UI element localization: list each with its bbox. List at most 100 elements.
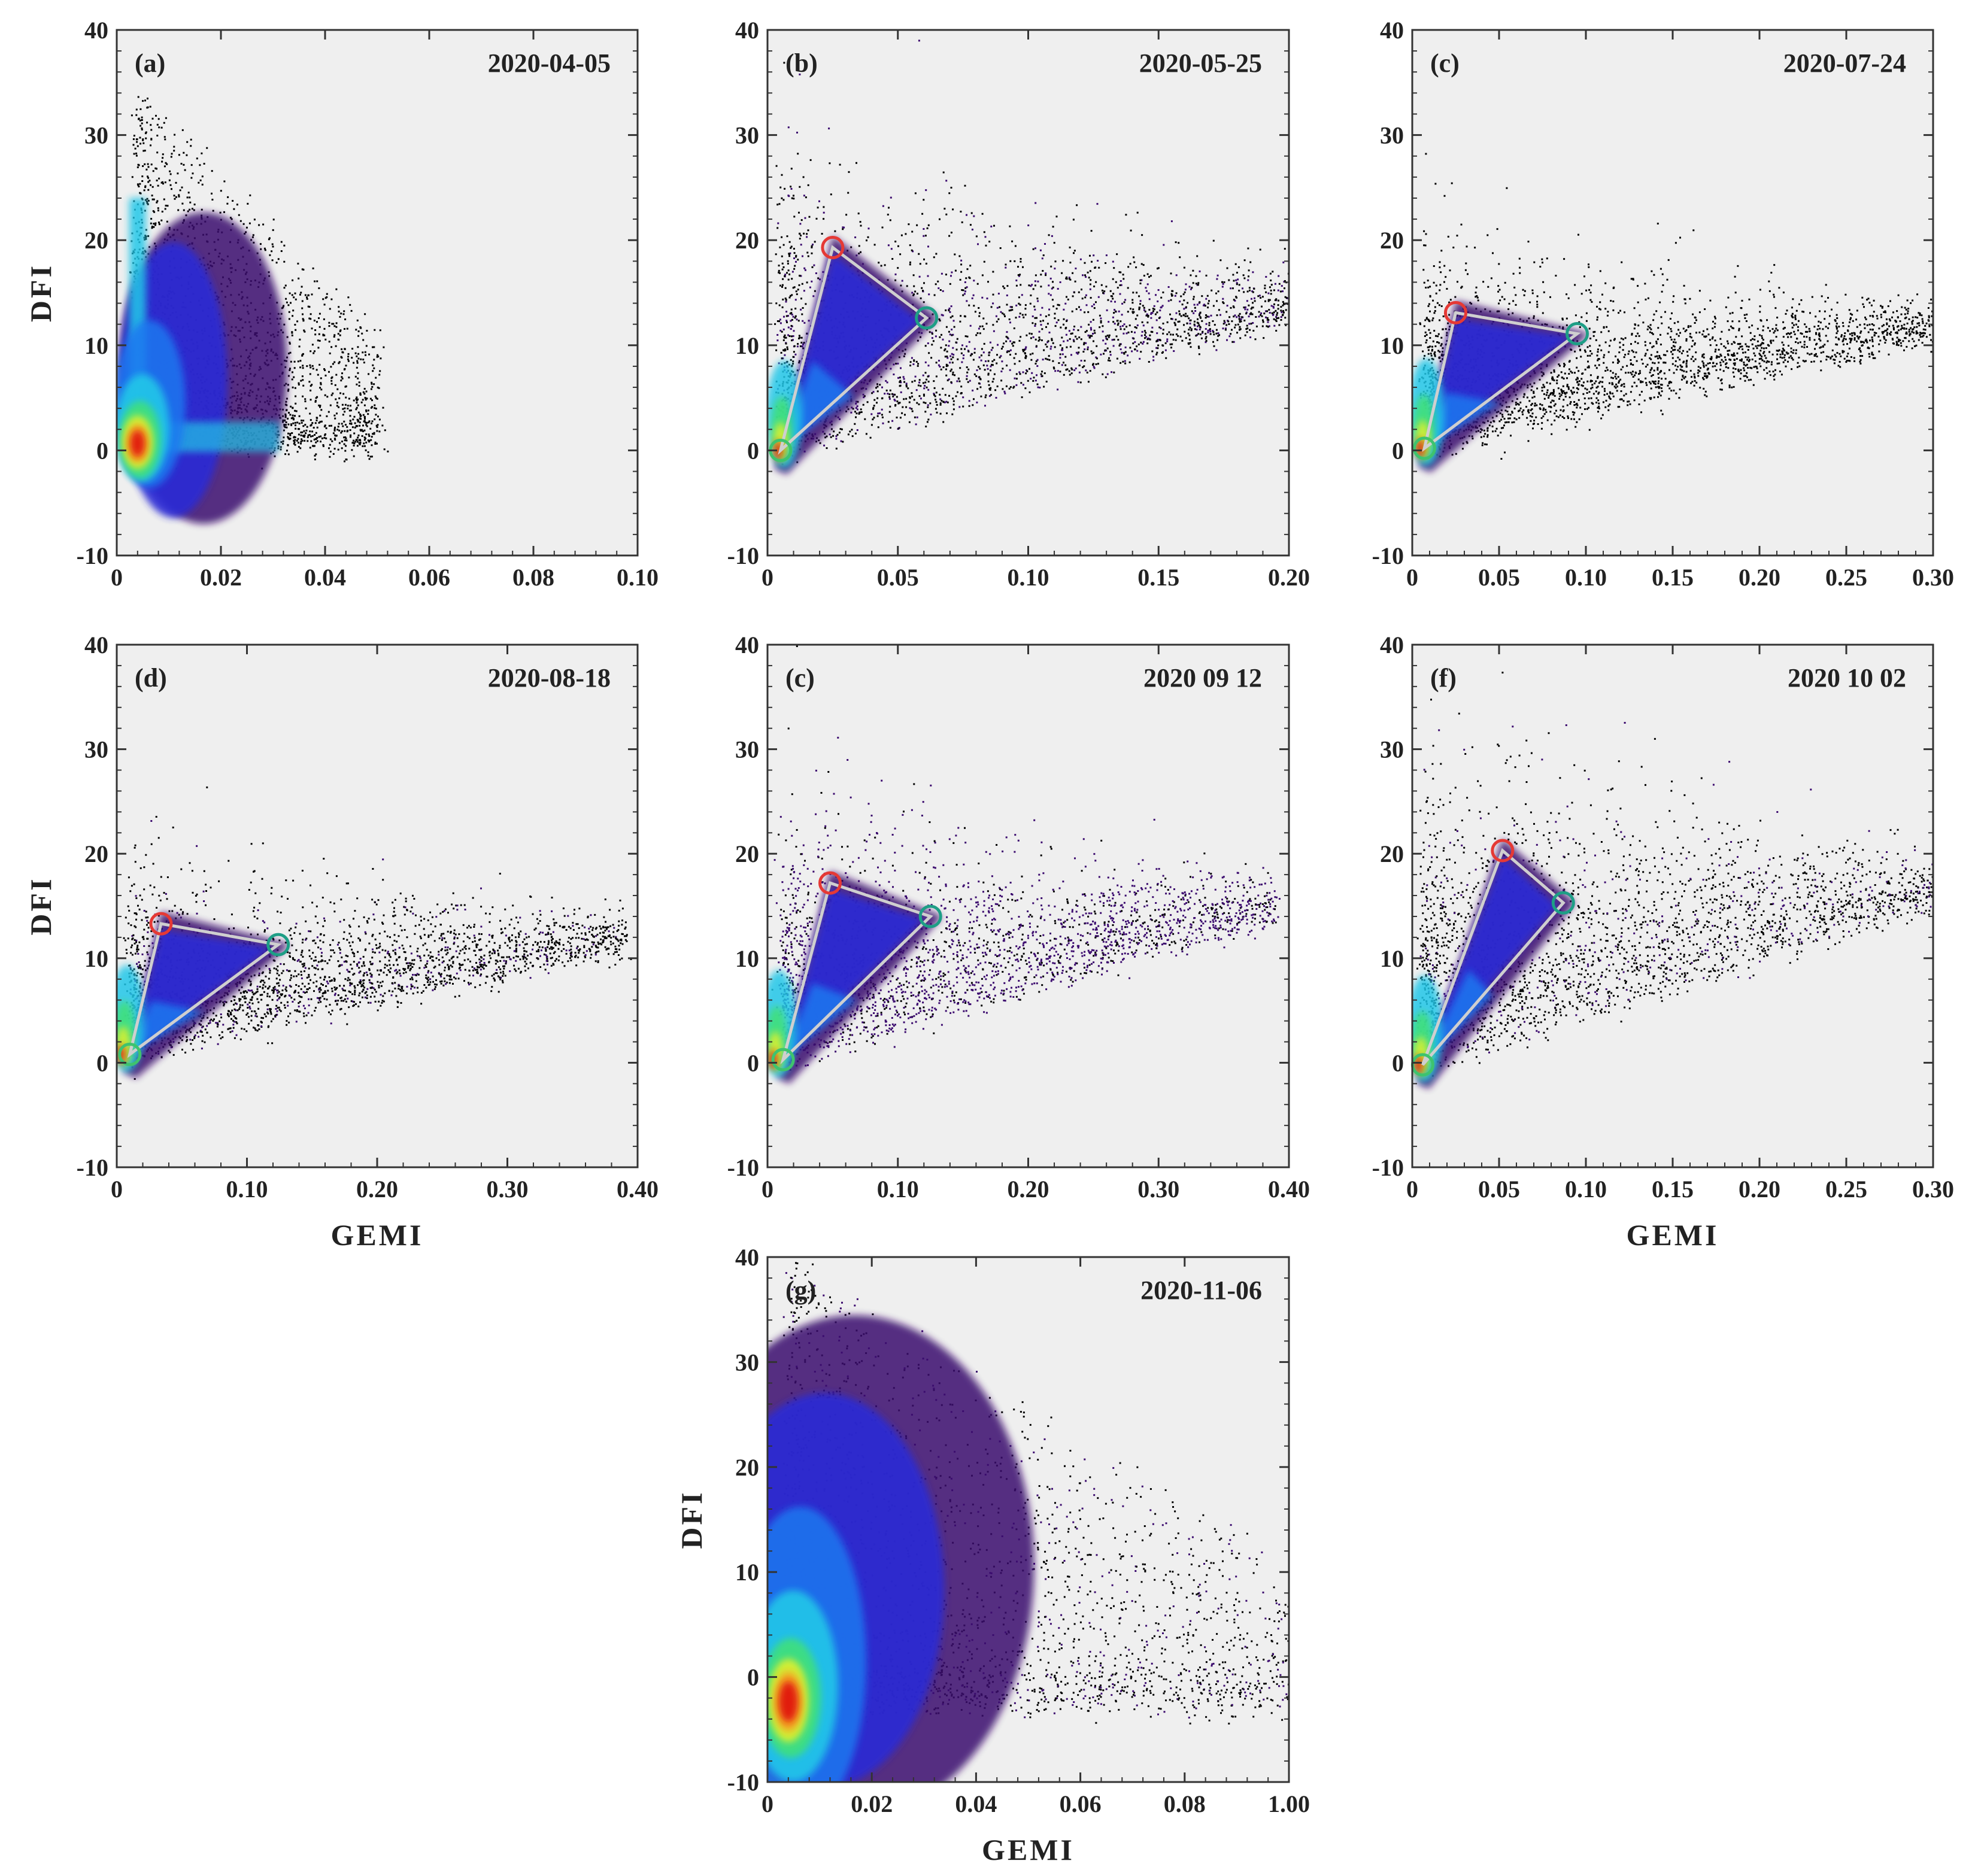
y-tick-label: 0 [96,437,108,464]
x-tick-label: 0.10 [877,1176,919,1203]
y-tick-label: 10 [735,332,759,359]
endmember-triangle [127,922,282,1058]
x-tick-label: 0.40 [1268,1176,1310,1203]
endmember-marker-right [266,933,290,957]
density-blob [130,430,145,457]
panel-date: 2020-04-05 [488,48,611,78]
endmember-marker-right [915,306,939,330]
endmember-triangle [1421,848,1566,1066]
x-tick-label: 0.25 [1825,1176,1867,1203]
x-tick-label: 0.15 [1137,564,1179,591]
y-axis-label: DFI [24,876,57,935]
x-tick-label: 1.00 [1268,1790,1310,1817]
x-tick-label: 0 [762,1176,773,1203]
y-tick-label: 40 [84,632,108,658]
x-tick-label: 0.08 [1164,1790,1206,1817]
y-tick-label: -10 [727,542,759,569]
y-tick-label: 0 [747,1664,759,1691]
endmember-marker-top [1444,300,1467,324]
y-tick-label: 30 [84,122,108,149]
y-tick-label: 10 [1380,945,1404,972]
panel-date: 2020-07-24 [1783,48,1906,78]
y-tick-label: 0 [1392,1049,1404,1076]
endmember-marker-origin [1412,436,1436,460]
x-tick-label: 0.02 [851,1790,893,1817]
x-tick-label: 0.40 [617,1176,659,1203]
plot-frame [116,29,639,557]
panel-label: (c) [1430,48,1460,78]
y-tick-label: -10 [77,542,108,569]
x-tick-label: 0.05 [1478,564,1520,591]
plot-area [117,645,638,1167]
y-tick-label: 0 [1392,437,1404,464]
y-tick-label: 20 [84,840,108,867]
density-blob [1414,1055,1423,1074]
y-axis-label: DFI [675,1490,708,1549]
y-tick-label: 20 [1380,227,1404,254]
density-blob [1416,438,1425,458]
y-tick-label: -10 [727,1154,759,1181]
panel-date: 2020 10 02 [1788,663,1906,693]
x-tick-label: 0.10 [1565,564,1607,591]
endmember-marker-top [821,235,845,259]
y-tick-label: 10 [84,332,108,359]
y-tick-label: 40 [1380,632,1404,658]
x-tick-label: 0.20 [1739,1176,1780,1203]
x-tick-label: 0.04 [955,1790,997,1817]
x-tick-label: 0.04 [304,564,346,591]
x-tick-label: 0.10 [617,564,659,591]
x-tick-label: 0 [762,1790,773,1817]
y-axis-label: DFI [24,263,57,322]
x-tick-label: 0 [111,1176,123,1203]
x-tick-label: 0.06 [408,564,450,591]
endmember-marker-origin [118,1042,142,1066]
panel-date: 2020-05-25 [1139,48,1262,78]
x-tick-label: 0.25 [1825,564,1867,591]
panel-label: (a) [135,48,165,78]
panel-date: 2020-08-18 [488,663,611,693]
y-tick-label: 0 [96,1049,108,1076]
scatter-panel: 0 0.05 0.10 0.15 0.20 0.25 0.30-10010203040(f)… [1372,632,1954,1252]
panel-label: (f) [1430,663,1457,693]
x-axis-label: GEMI [1627,1218,1719,1252]
endmember-marker-top [1491,839,1515,863]
y-tick-label: 30 [84,736,108,763]
y-tick-label: 20 [735,840,759,867]
x-tick-label: 0.30 [487,1176,529,1203]
y-tick-label: 30 [1380,736,1404,763]
y-tick-label: 40 [1380,17,1404,44]
x-tick-label: 0.08 [512,564,554,591]
x-tick-label: 0.05 [1478,1176,1520,1203]
x-tick-label: 0.15 [1652,564,1694,591]
plot-area [1412,30,1933,555]
y-tick-label: -10 [1372,542,1404,569]
y-tick-label: 30 [735,1349,759,1376]
endmember-triangle [780,881,933,1065]
endmember-marker-right [1551,891,1575,915]
y-tick-label: -10 [77,1154,108,1181]
endmember-marker-right [1566,321,1589,345]
x-tick-label: 0.30 [1912,1176,1954,1203]
y-tick-label: 40 [735,17,759,44]
x-tick-label: 0.20 [356,1176,398,1203]
panel-label: (b) [785,48,818,78]
density-points [767,1262,1289,1782]
x-tick-label: 0.05 [877,564,919,591]
panel-date: 2020-11-06 [1140,1276,1262,1305]
x-tick-label: 0.10 [1008,564,1049,591]
y-tick-label: 10 [735,945,759,972]
scatter-panel: 0 0.05 0.10 0.15 0.20 0.25 0.30-10010203040(c)… [1372,17,1954,591]
y-tick-label: 20 [1380,840,1404,867]
y-tick-label: 10 [735,1559,759,1586]
x-tick-label: 0.30 [1912,564,1954,591]
y-tick-label: 40 [735,632,759,658]
panel-label: (g) [785,1276,816,1305]
y-tick-label: 10 [84,945,108,972]
y-tick-label: 40 [84,17,108,44]
x-tick-label: 0.30 [1137,1176,1179,1203]
x-tick-label: 0.20 [1739,564,1780,591]
